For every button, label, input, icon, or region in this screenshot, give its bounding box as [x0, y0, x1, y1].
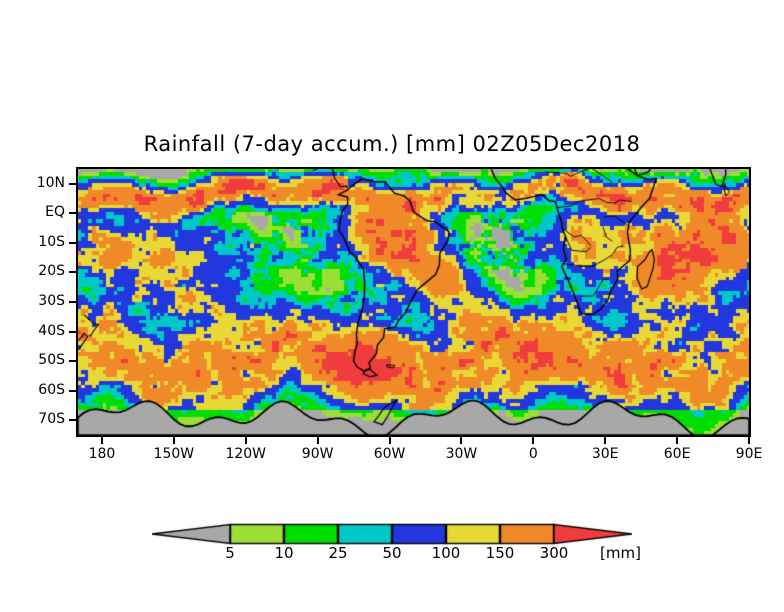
colorbar-tick-label: 300 — [539, 544, 569, 562]
x-axis-tick-mark — [748, 437, 750, 444]
x-axis-tick-mark — [604, 437, 607, 444]
colorbar-units-label: [mm] — [600, 544, 641, 562]
y-axis-tick-label: 10S — [38, 233, 65, 250]
x-axis-tick-label: 0 — [528, 446, 538, 462]
x-axis-tick-mark — [100, 437, 103, 444]
y-axis-tick-label: 70S — [38, 411, 65, 428]
colorbar-tick-label: 50 — [382, 544, 402, 562]
x-axis-tick-mark — [460, 437, 463, 444]
y-axis-tick-label: 10N — [36, 174, 65, 191]
x-axis-tick-label: 30E — [591, 446, 619, 462]
x-axis-tick-mark — [532, 437, 535, 444]
x-axis-tick-mark — [316, 437, 319, 444]
y-axis-tick-mark — [69, 360, 76, 363]
page-title: Rainfall (7-day accum.) [mm] 02Z05Dec201… — [143, 132, 641, 156]
colorbar-tick-label: 25 — [328, 544, 348, 562]
y-axis-tick-mark — [69, 389, 76, 392]
colorbar-tick-label: 100 — [431, 544, 461, 562]
x-axis-tick-mark — [244, 437, 247, 444]
y-axis-tick-label: 50S — [38, 352, 65, 369]
y-axis-tick-label: 40S — [38, 322, 65, 339]
x-axis-tick-mark — [388, 437, 391, 444]
colorbar-tick-label: 10 — [274, 544, 294, 562]
colorbar-tick-label: 150 — [485, 544, 515, 562]
x-axis-tick-label: 60E — [663, 446, 691, 462]
x-axis-tick-label: 90W — [301, 446, 334, 462]
y-axis-tick-mark — [69, 241, 76, 244]
x-axis-tick-label: 30W — [445, 446, 478, 462]
colorbar-gradient — [152, 523, 632, 545]
y-axis-tick-mark — [69, 182, 76, 185]
x-axis-tick-label: 60W — [373, 446, 406, 462]
y-axis-tick-label: 30S — [38, 293, 65, 309]
map-plot-area — [76, 167, 751, 437]
y-axis-tick-label: EQ — [45, 204, 65, 221]
y-axis-tick-label: 60S — [38, 381, 65, 398]
x-axis-tick-mark — [676, 437, 679, 444]
y-axis-tick-mark — [69, 212, 76, 215]
x-axis-tick-label: 90E — [735, 446, 763, 462]
x-axis-tick-mark — [172, 437, 175, 444]
x-axis-tick-label: 150W — [153, 446, 195, 462]
y-axis-tick-mark — [69, 301, 76, 303]
colorbar: [mm] 5 10 25 50 100 150 300 — [0, 515, 784, 575]
rainfall-heatmap-canvas — [78, 169, 749, 435]
y-axis-tick-mark — [69, 330, 76, 333]
y-axis-tick-label: 20S — [38, 263, 65, 280]
x-axis-tick-label: 180 — [88, 446, 116, 462]
x-axis-tick-label: 120W — [225, 446, 267, 462]
y-axis-tick-mark — [69, 419, 76, 422]
colorbar-tick-label: 5 — [225, 544, 235, 562]
y-axis-tick-mark — [69, 271, 76, 274]
